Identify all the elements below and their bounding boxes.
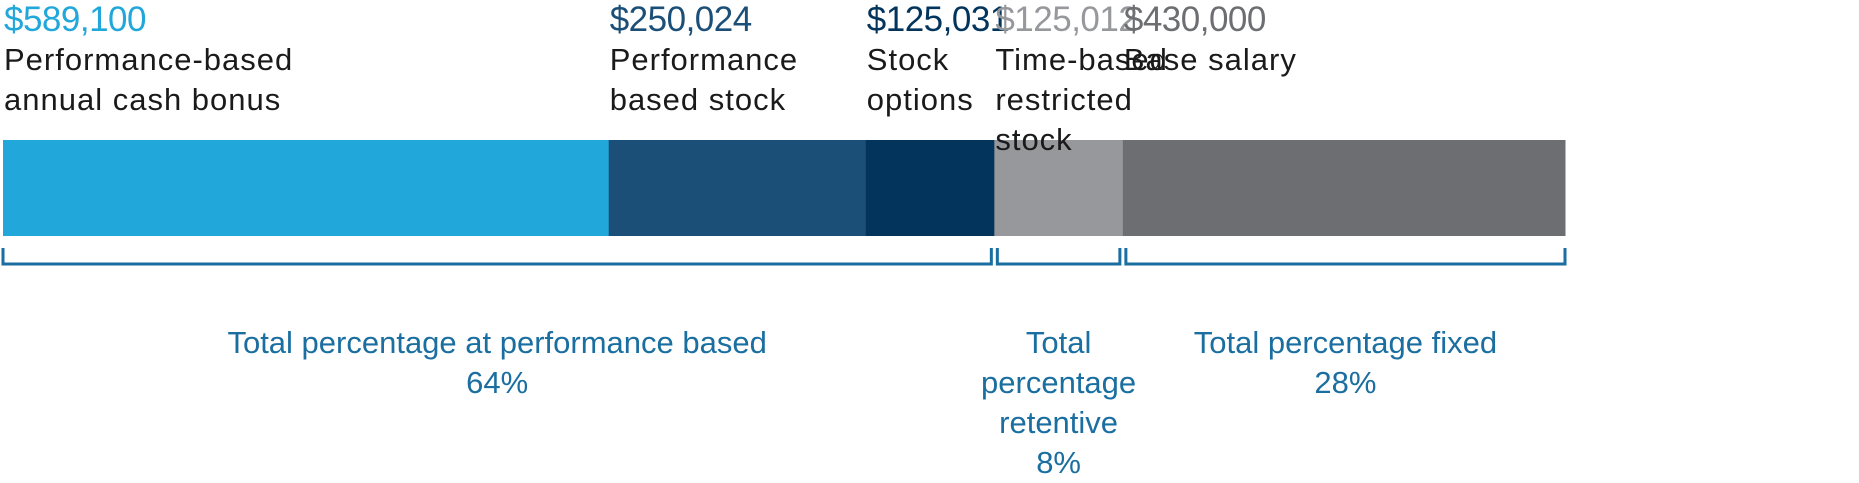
segment-name-2-line-0: Stock	[866, 42, 950, 77]
group-label-0-line-1: 64%	[466, 365, 529, 400]
group-label-1-line-2: retentive	[999, 405, 1119, 440]
group-bracket-2	[1124, 248, 1567, 266]
group-label-2: Total percentage fixed 28%	[1065, 323, 1625, 403]
bar-segment-4	[1122, 140, 1566, 236]
bar-segment-3	[994, 140, 1124, 236]
group-label-2-line-0: Total percentage fixed	[1193, 325, 1498, 360]
segment-label-0: $589,100 Performance-based annual cash bon…	[4, 0, 293, 120]
group-label-1-line-3: 8%	[1036, 445, 1081, 480]
segment-name-0-line-0: Performance-based	[4, 42, 294, 77]
group-label-1: Total percentage retentive 8%	[779, 323, 1339, 483]
segment-value-3: $125,012	[995, 0, 1138, 39]
segment-name-1-line-0: Performance	[609, 42, 799, 77]
group-label-1-line-0: Total	[1025, 325, 1092, 360]
segment-label-2: $125,031 Stock options	[867, 0, 1009, 120]
group-label-1-line-1: percentage	[981, 365, 1137, 400]
segment-label-1: $250,024 Performance based stock	[610, 0, 798, 120]
segment-name-1-line-1: based stock	[609, 82, 787, 117]
segment-label-3: $125,012 Time-based restricted stock	[995, 0, 1168, 160]
bar-segment-1	[608, 140, 867, 236]
segment-name-4-line-0: Base salary	[1123, 42, 1297, 77]
segment-label-4: $430,000 Base salary	[1124, 0, 1297, 80]
segment-value-1: $250,024	[609, 0, 752, 39]
segment-value-4: $430,000	[1123, 0, 1266, 39]
segment-name-3-line-0: Time-based	[995, 42, 1168, 77]
group-bracket-0	[1, 248, 993, 266]
group-label-0-line-0: Total percentage at performance based	[227, 325, 767, 360]
segment-value-2: $125,031	[866, 0, 1009, 39]
group-bracket-1	[995, 248, 1122, 266]
group-label-2-line-1: 28%	[1314, 365, 1377, 400]
segment-name-3-line-1: restricted	[995, 82, 1133, 117]
segment-name-2-line-1: options	[866, 82, 974, 117]
bar-segment-2	[865, 140, 995, 236]
segment-name-3-line-2: stock	[995, 122, 1073, 157]
group-label-0: Total percentage at performance based 64%	[217, 323, 777, 403]
segment-value-0: $589,100	[4, 0, 146, 39]
bar-segment-0	[3, 140, 610, 236]
segment-name-0-line-1: annual cash bonus	[4, 82, 282, 117]
